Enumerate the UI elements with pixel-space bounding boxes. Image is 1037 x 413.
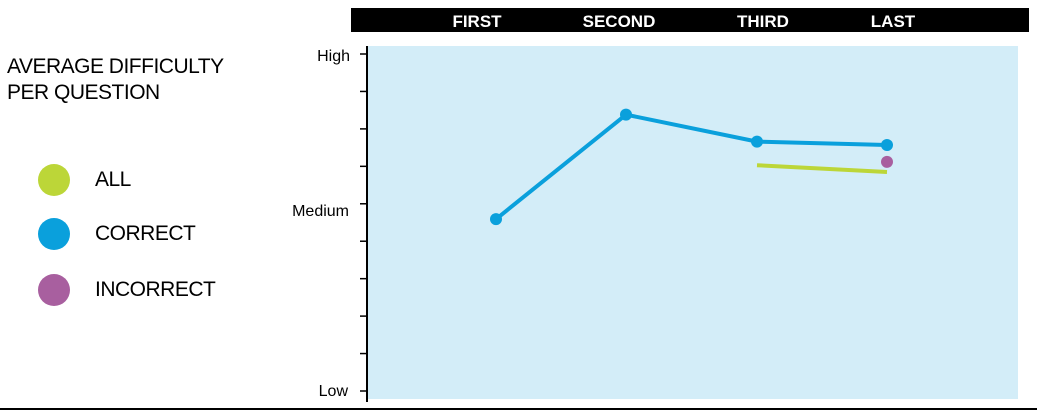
category-label-first: FIRST	[452, 12, 502, 31]
series-line-all	[756, 163, 888, 174]
series-line-correct	[494, 112, 888, 221]
legend-item-incorrect: INCORRECT	[38, 273, 216, 307]
legend-label-correct: CORRECT	[95, 222, 196, 245]
y-tick-label-medium: Medium	[292, 203, 349, 220]
legend-item-correct: CORRECT	[38, 217, 196, 251]
plot-background	[367, 46, 1018, 399]
data-point-correct	[620, 108, 632, 121]
data-point-correct	[490, 213, 502, 226]
y-tick-label-high: High	[317, 48, 350, 65]
data-point-incorrect	[881, 155, 893, 168]
legend-swatch-correct	[38, 218, 70, 250]
category-label-last: LAST	[871, 12, 916, 31]
legend-label-all: ALL	[95, 168, 131, 191]
data-point-correct	[881, 138, 893, 151]
legend-swatch-all	[38, 164, 70, 196]
y-tick-label-low: Low	[319, 383, 349, 400]
legend-swatch-incorrect	[38, 274, 70, 306]
chart-title: AVERAGE DIFFICULTY PER QUESTION	[7, 55, 224, 104]
category-label-third: THIRD	[737, 12, 789, 31]
data-point-correct	[751, 135, 763, 148]
category-header-bar	[351, 8, 1029, 32]
legend-label-incorrect: INCORRECT	[95, 278, 216, 301]
legend-item-all: ALL	[38, 163, 131, 197]
category-label-second: SECOND	[583, 12, 656, 31]
